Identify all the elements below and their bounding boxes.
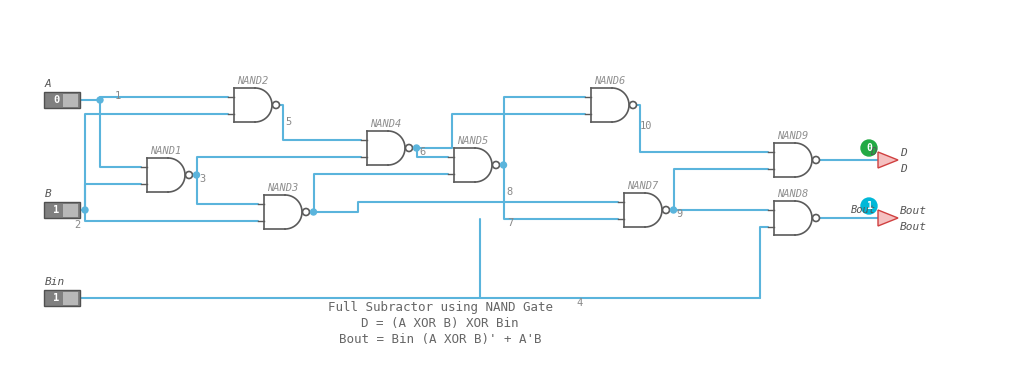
Text: D: D bbox=[900, 148, 906, 158]
Circle shape bbox=[97, 97, 103, 103]
Bar bbox=[63, 93, 78, 106]
Text: 4: 4 bbox=[577, 298, 583, 308]
Text: D: D bbox=[869, 147, 876, 157]
Circle shape bbox=[663, 207, 670, 214]
Bar bbox=[44, 92, 80, 108]
Text: 10: 10 bbox=[639, 121, 651, 131]
Polygon shape bbox=[774, 143, 812, 177]
Text: NAND5: NAND5 bbox=[458, 136, 488, 146]
Circle shape bbox=[861, 140, 877, 156]
Text: A: A bbox=[45, 79, 52, 89]
Text: NAND3: NAND3 bbox=[267, 183, 299, 193]
Text: 9: 9 bbox=[677, 209, 683, 219]
Text: 0: 0 bbox=[53, 95, 59, 105]
Text: NAND9: NAND9 bbox=[777, 131, 809, 141]
Text: 1: 1 bbox=[866, 201, 872, 211]
Text: B: B bbox=[45, 189, 52, 199]
Text: D = (A XOR B) XOR Bin: D = (A XOR B) XOR Bin bbox=[361, 316, 519, 329]
Text: 1: 1 bbox=[115, 91, 121, 101]
Bar bbox=[63, 291, 78, 305]
Circle shape bbox=[414, 145, 420, 151]
Text: NAND2: NAND2 bbox=[238, 76, 268, 86]
Circle shape bbox=[272, 101, 280, 109]
Polygon shape bbox=[591, 88, 629, 122]
Text: 5: 5 bbox=[286, 117, 292, 127]
Circle shape bbox=[671, 207, 677, 213]
Text: 8: 8 bbox=[507, 187, 513, 197]
Text: 3: 3 bbox=[200, 174, 206, 184]
Text: Bin: Bin bbox=[45, 277, 66, 287]
Polygon shape bbox=[878, 152, 898, 168]
Circle shape bbox=[861, 198, 877, 214]
Text: Bout: Bout bbox=[851, 205, 876, 215]
Text: 6: 6 bbox=[420, 147, 426, 157]
Circle shape bbox=[630, 101, 637, 109]
Polygon shape bbox=[624, 193, 662, 227]
Circle shape bbox=[302, 209, 309, 215]
Circle shape bbox=[82, 207, 88, 213]
Polygon shape bbox=[367, 131, 406, 165]
Bar bbox=[63, 204, 78, 217]
Text: 2: 2 bbox=[74, 220, 80, 230]
Text: 1: 1 bbox=[53, 293, 59, 303]
Polygon shape bbox=[774, 201, 812, 235]
Text: 7: 7 bbox=[507, 218, 513, 228]
Text: 0: 0 bbox=[866, 143, 872, 153]
Circle shape bbox=[812, 215, 819, 222]
Circle shape bbox=[493, 162, 500, 169]
Text: NAND1: NAND1 bbox=[151, 146, 181, 156]
Text: 1: 1 bbox=[53, 205, 59, 215]
Text: D: D bbox=[900, 164, 906, 174]
Circle shape bbox=[501, 162, 507, 168]
Polygon shape bbox=[234, 88, 272, 122]
Polygon shape bbox=[878, 210, 898, 226]
Text: NAND7: NAND7 bbox=[628, 181, 658, 191]
Text: Bout: Bout bbox=[900, 206, 927, 216]
Text: Full Subractor using NAND Gate: Full Subractor using NAND Gate bbox=[328, 301, 553, 314]
Circle shape bbox=[406, 144, 413, 152]
Text: NAND8: NAND8 bbox=[777, 189, 809, 199]
Polygon shape bbox=[454, 148, 492, 182]
Polygon shape bbox=[147, 158, 185, 192]
Text: Bout: Bout bbox=[900, 222, 927, 232]
Bar bbox=[44, 202, 80, 218]
Circle shape bbox=[812, 157, 819, 164]
Text: NAND4: NAND4 bbox=[371, 119, 401, 129]
Bar bbox=[44, 290, 80, 306]
Circle shape bbox=[194, 172, 200, 178]
Text: NAND6: NAND6 bbox=[594, 76, 626, 86]
Circle shape bbox=[310, 209, 316, 215]
Polygon shape bbox=[264, 195, 302, 229]
Text: Bout = Bin (A XOR B)' + A'B: Bout = Bin (A XOR B)' + A'B bbox=[339, 333, 542, 346]
Circle shape bbox=[185, 172, 193, 179]
